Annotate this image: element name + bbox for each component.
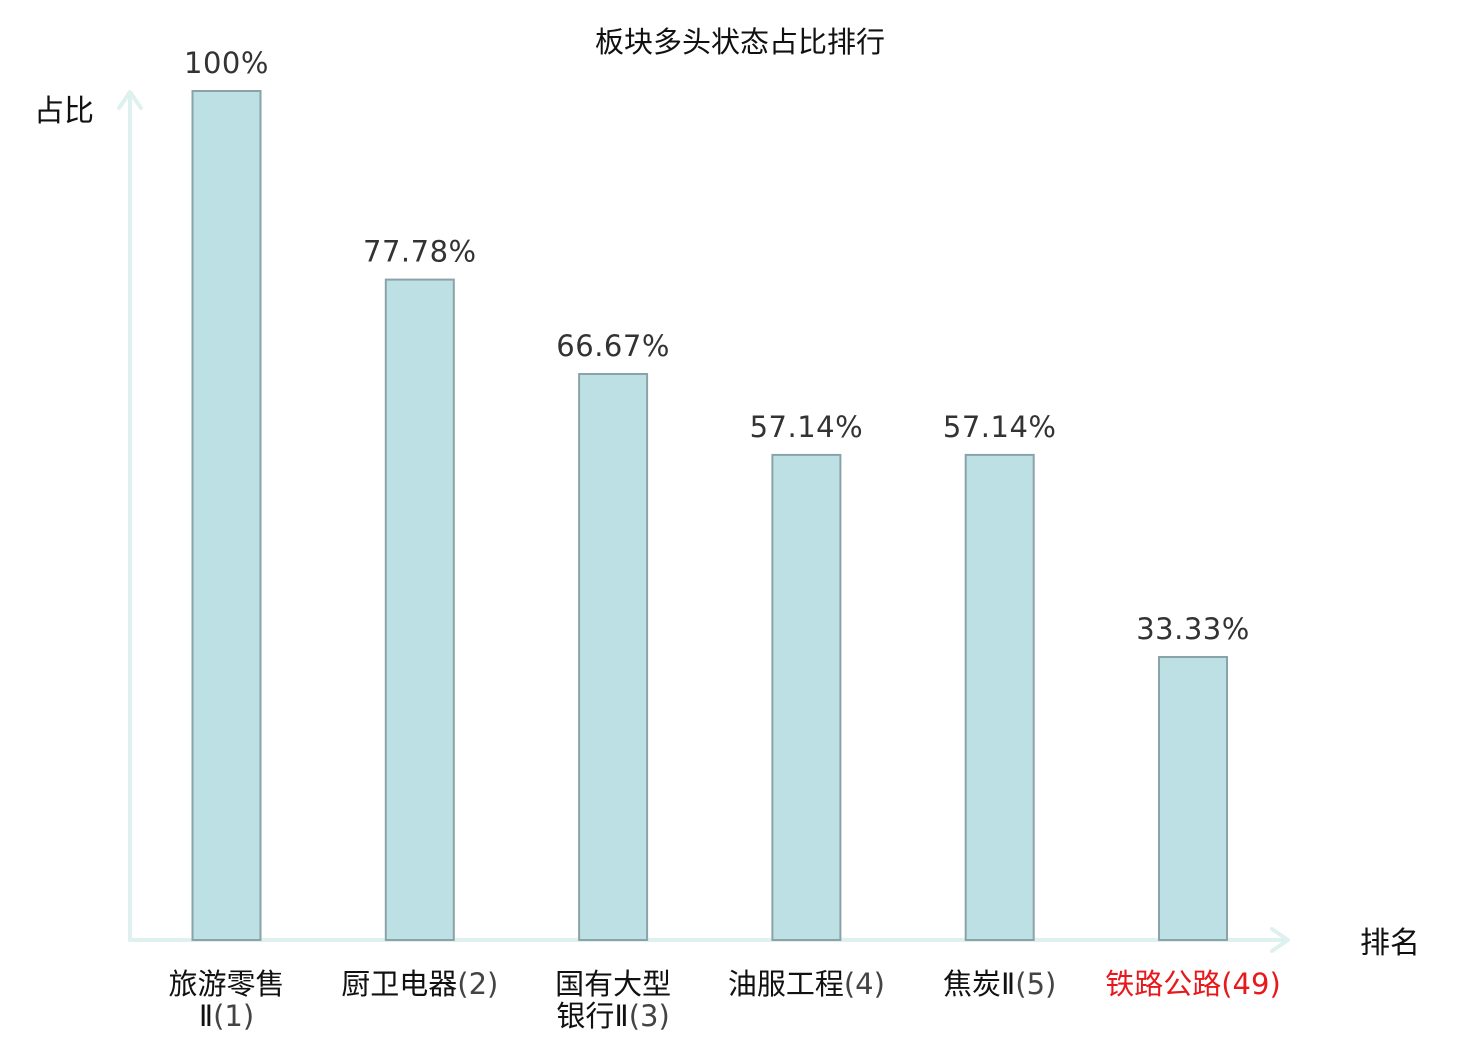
bar bbox=[578, 373, 649, 941]
y-axis-label: 占比 bbox=[34, 94, 94, 129]
axes bbox=[117, 90, 1290, 953]
y-axis-arrow-icon bbox=[117, 90, 143, 110]
bar-series bbox=[191, 90, 1228, 942]
category-label: 国有大型银行Ⅱ(3) bbox=[555, 967, 671, 1033]
bar bbox=[964, 453, 1035, 941]
category-label: 油服工程(4) bbox=[728, 967, 885, 1001]
category-labels: 旅游零售 Ⅱ(1) 厨卫电器(2) 国有大型银行Ⅱ(3) 油服工程(4) 焦炭Ⅱ(5) 铁路… bbox=[168, 967, 1280, 1033]
value-label: 66.67% bbox=[556, 329, 670, 363]
bar bbox=[191, 90, 262, 941]
bar bbox=[384, 278, 455, 942]
bar bbox=[771, 453, 842, 941]
value-label: 57.14% bbox=[943, 410, 1057, 444]
value-label: 77.78% bbox=[363, 235, 477, 269]
x-axis-arrow-icon bbox=[1270, 927, 1290, 953]
bar bbox=[1158, 656, 1228, 941]
value-label: 33.33% bbox=[1136, 612, 1250, 646]
category-label: 旅游零售 Ⅱ(1) bbox=[168, 967, 284, 1033]
value-label: 100% bbox=[184, 46, 269, 80]
category-label: 铁路公路(49) bbox=[1105, 967, 1281, 1001]
x-axis-label: 排名 bbox=[1360, 926, 1420, 961]
category-label: 焦炭Ⅱ(5) bbox=[943, 967, 1056, 1001]
chart-title: 板块多头状态占比排行 bbox=[595, 25, 885, 59]
value-labels: 100% 77.78% 66.67% 57.14% 57.14% 33.33% bbox=[184, 46, 1250, 646]
value-label: 57.14% bbox=[750, 410, 864, 444]
category-label: 厨卫电器(2) bbox=[341, 967, 498, 1001]
